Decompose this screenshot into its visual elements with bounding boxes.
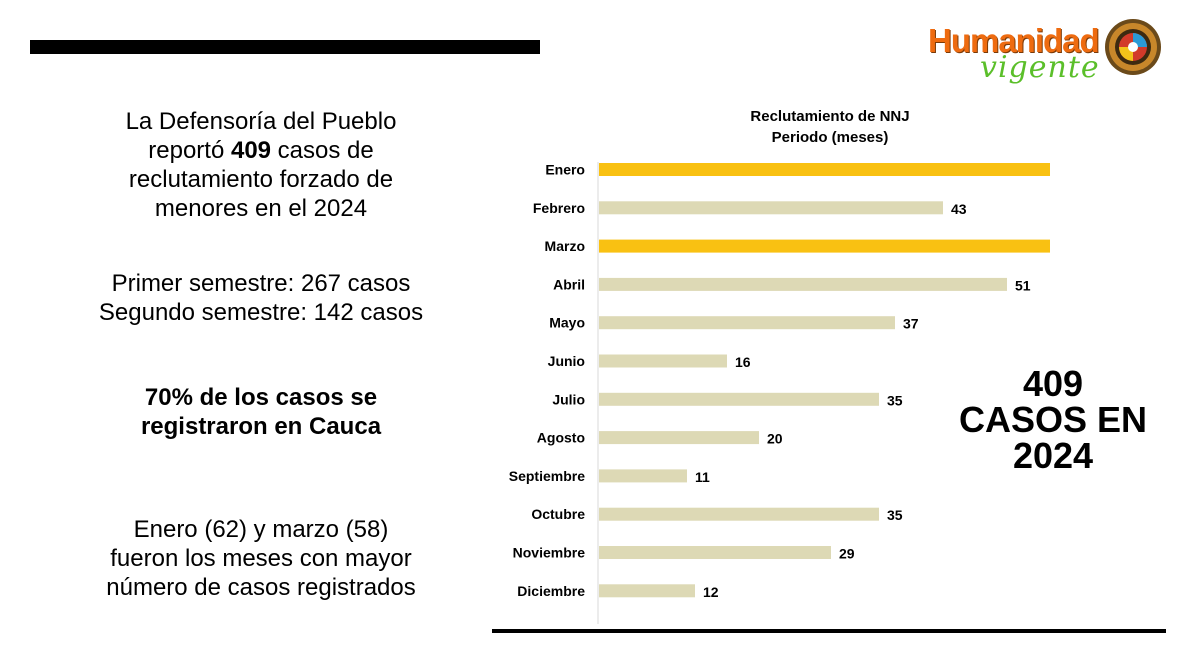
logo-seal-icon <box>1105 19 1161 75</box>
intro-line-3: reclutamiento forzado de <box>128 166 394 193</box>
data-label: 11 <box>695 469 710 485</box>
bar <box>599 546 831 559</box>
peak-line-2: fueron los meses con mayor <box>110 545 412 572</box>
category-label: Julio <box>552 391 585 407</box>
category-label: Enero <box>545 162 585 178</box>
bar <box>599 201 943 215</box>
data-label: 16 <box>735 354 751 370</box>
total-cases-bold: 409 <box>230 137 272 164</box>
logo-word-vigente: vigente <box>980 50 1100 85</box>
peak-line-3: número de casos registrados <box>106 574 416 601</box>
semesters-paragraph: Primer semestre: 267 casos Segundo semes… <box>40 269 482 327</box>
chart-title: Reclutamiento de NNJ Periodo (meses) <box>690 106 970 148</box>
category-label: Noviembre <box>513 545 586 561</box>
intro-line-4: menores en el 2024 <box>154 195 368 222</box>
category-label: Diciembre <box>517 583 585 599</box>
semester-2-line: Segundo semestre: 142 casos <box>98 299 424 326</box>
peak-months-paragraph: Enero (62) y marzo (58) fueron los meses… <box>40 515 482 602</box>
intro-paragraph: La Defensoría del Pueblo reportó 409 cas… <box>40 107 482 223</box>
bar <box>599 584 695 598</box>
data-label: 37 <box>903 316 919 332</box>
semester-1-line: Primer semestre: 267 casos <box>111 270 411 297</box>
big-total-label: 409 CASOS EN 2024 <box>950 366 1156 474</box>
bar <box>599 163 1050 176</box>
category-label: Septiembre <box>509 468 585 484</box>
big-total-year: 2024 <box>1012 435 1094 476</box>
category-label: Junio <box>548 353 585 369</box>
data-label: 12 <box>703 584 719 600</box>
data-label: 35 <box>887 392 903 408</box>
data-label: 43 <box>951 201 967 217</box>
data-label: 29 <box>839 546 855 562</box>
category-label: Febrero <box>533 200 585 216</box>
bar-chart: Enero62Febrero43Marzo58Abril51Mayo37Juni… <box>509 162 1050 624</box>
intro-line-2: reportó 409 casos de <box>148 137 374 164</box>
bar <box>599 354 727 368</box>
cauca-line-2: registraron en Cauca <box>140 413 382 440</box>
peak-line-1: Enero (62) y marzo (58) <box>133 516 389 543</box>
bar <box>599 507 879 521</box>
chart-title-line-1: Reclutamiento de NNJ <box>750 108 910 125</box>
cauca-line-1: 70% de los casos se <box>144 384 378 411</box>
category-label: Agosto <box>537 430 585 446</box>
bar <box>599 392 879 406</box>
data-label: 20 <box>767 431 783 447</box>
chart-title-line-2: Periodo (meses) <box>771 129 889 146</box>
data-label: 35 <box>887 507 903 523</box>
intro-line-1: La Defensoría del Pueblo <box>125 108 397 135</box>
bar <box>599 316 895 330</box>
bottom-black-bar <box>492 629 1166 633</box>
top-black-bar <box>30 40 540 54</box>
bar <box>599 431 759 445</box>
cauca-paragraph: 70% de los casos se registraron en Cauca <box>40 383 482 441</box>
category-label: Mayo <box>549 315 585 331</box>
category-label: Abril <box>553 276 585 292</box>
logo-word-humanidad: Humanidad <box>928 22 1100 59</box>
category-label: Marzo <box>545 238 585 254</box>
bar <box>599 469 687 483</box>
bar <box>599 277 1007 291</box>
humanidad-vigente-logo: Humanidad vigente <box>926 18 1166 98</box>
big-total-number: 409 <box>1022 363 1084 404</box>
bar <box>599 239 1050 253</box>
category-label: Octubre <box>531 506 585 522</box>
big-total-text: CASOS EN <box>958 399 1148 440</box>
data-label: 51 <box>1015 277 1031 293</box>
